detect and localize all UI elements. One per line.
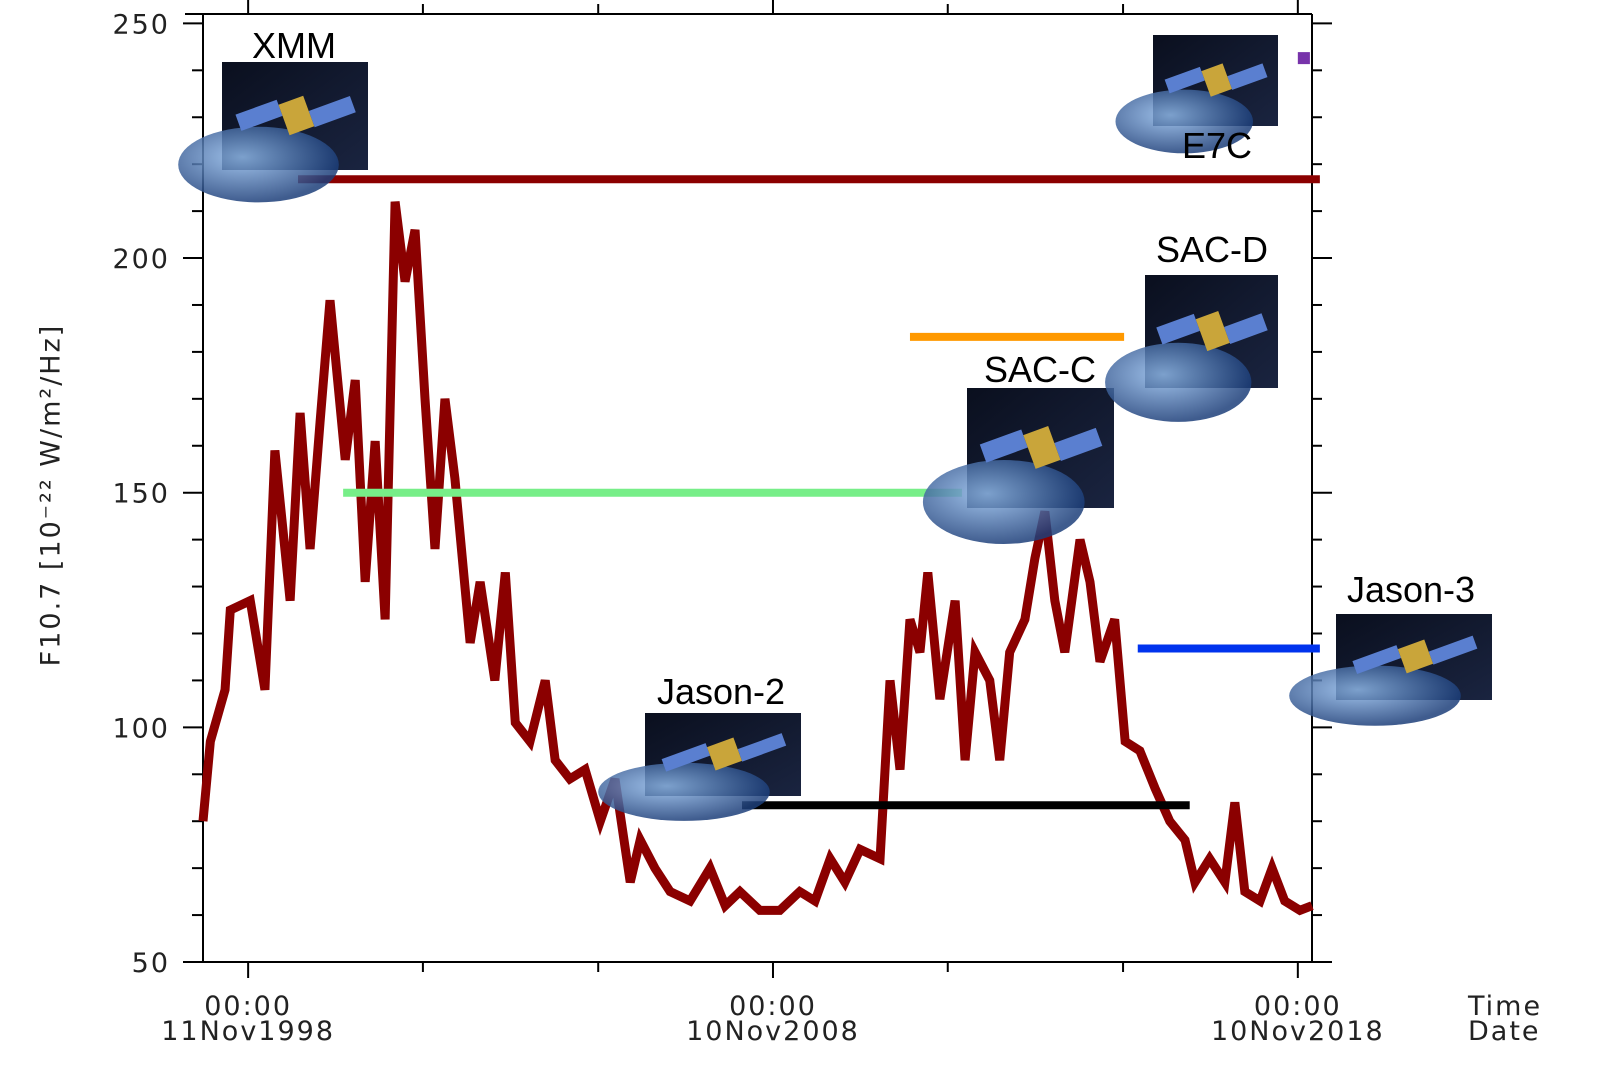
picture-earth	[923, 460, 1085, 544]
mission-label: E7C	[1182, 125, 1252, 166]
chart: F10.7 [10⁻²² W/m²/Hz] Time Date 50100150…	[0, 0, 1608, 1072]
mission-picture	[1289, 614, 1492, 726]
x-tick-label: 10Nov2018	[1211, 1016, 1385, 1047]
mission-picture	[1105, 275, 1278, 422]
mission-label: SAC-D	[1156, 229, 1268, 270]
y-axis-label: F10.7 [10⁻²² W/m²/Hz]	[36, 324, 67, 667]
y-tick-label: 50	[132, 948, 170, 979]
x-axis-label: Date	[1468, 1016, 1541, 1047]
mission-picture	[923, 388, 1114, 544]
mission-label: Jason-3	[1347, 569, 1475, 610]
picture-earth	[178, 127, 339, 203]
x-tick-label: 10Nov2008	[686, 1016, 860, 1047]
mission-marker	[1298, 52, 1310, 64]
picture-earth	[1105, 343, 1251, 422]
picture-earth	[598, 763, 770, 821]
y-tick-label: 200	[112, 244, 170, 275]
picture-earth	[1289, 666, 1461, 726]
mission-label: SAC-C	[984, 349, 1096, 390]
mission-label: XMM	[252, 25, 336, 66]
x-tick-label: 11Nov1998	[161, 1016, 335, 1047]
mission-label: Jason-2	[657, 671, 785, 712]
y-tick-label: 250	[112, 9, 170, 40]
y-tick-label: 150	[112, 479, 170, 510]
y-tick-label: 100	[112, 713, 170, 744]
